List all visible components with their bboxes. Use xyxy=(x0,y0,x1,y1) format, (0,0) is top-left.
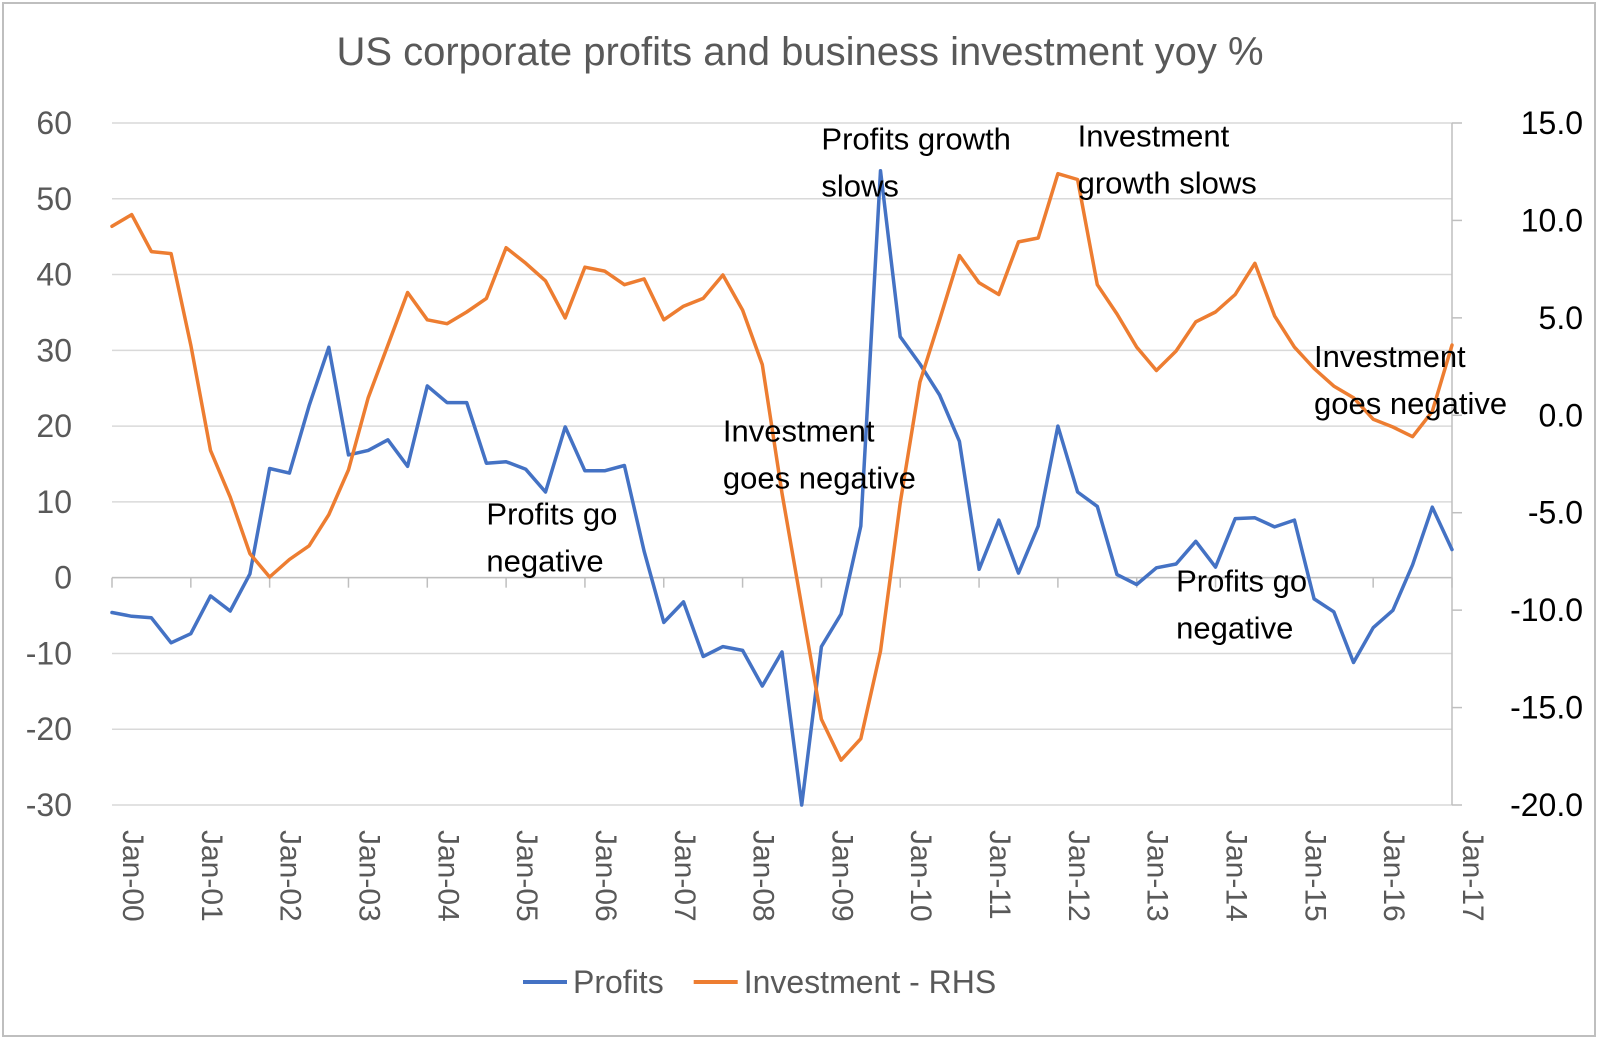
series-lines xyxy=(110,168,1454,807)
x-tick-label: Jan-11 xyxy=(983,830,1016,920)
annotation: Investment growth slows xyxy=(1078,118,1257,200)
annotation-text: Investment xyxy=(1078,118,1230,153)
x-tick-label: Jan-10 xyxy=(904,830,937,922)
gridlines xyxy=(112,122,1452,806)
left-tick-label: 0 xyxy=(54,560,72,596)
right-tick-label: -20.0 xyxy=(1510,787,1583,823)
annotations: Profits go negative Investment goes negativ… xyxy=(486,118,1507,645)
annotation: Profits go negative xyxy=(486,497,617,579)
annotation-text: Profits go xyxy=(1176,563,1307,598)
right-tick-label: 10.0 xyxy=(1521,202,1583,238)
x-tick-label: Jan-06 xyxy=(589,830,622,922)
left-tick-label: 40 xyxy=(36,257,72,293)
x-tick-label: Jan-14 xyxy=(1220,830,1253,922)
left-tick-label: -30 xyxy=(26,787,72,823)
right-tick-label: -5.0 xyxy=(1528,495,1583,531)
x-tick-label: Jan-05 xyxy=(510,830,543,922)
annotation: Investment goes negative xyxy=(1314,339,1507,421)
x-tick-label: Jan-15 xyxy=(1298,830,1331,922)
right-tick-label: 5.0 xyxy=(1539,300,1583,336)
left-tick-label: 20 xyxy=(36,408,72,444)
annotation-text: goes negative xyxy=(723,460,916,495)
right-tick-label: -10.0 xyxy=(1510,592,1583,628)
x-axis-ticks: Jan-00 Jan-01 Jan-02 Jan-03 Jan-04 Jan-05 Jan-… xyxy=(116,830,1489,922)
left-tick-label: 10 xyxy=(36,484,72,520)
x-tick-label: Jan-00 xyxy=(116,830,149,922)
left-tick-label: -20 xyxy=(26,711,72,747)
left-axis-ticks: 60 50 40 30 20 10 0 -10 -20 -30 xyxy=(26,105,72,823)
annotation-text: negative xyxy=(1176,610,1293,645)
right-tick-label: 15.0 xyxy=(1521,105,1583,141)
left-tick-label: 50 xyxy=(36,181,72,217)
annotation-text: growth slows xyxy=(1078,165,1257,200)
legend: Profits Investment - RHS xyxy=(523,964,996,1000)
right-tick-label: 0.0 xyxy=(1539,397,1583,433)
investment-series-line xyxy=(110,171,1454,762)
annotation: Profits growth slows xyxy=(821,122,1011,204)
left-tick-label: -10 xyxy=(26,635,72,671)
annotation-text: Profits go xyxy=(486,497,617,532)
x-tick-label: Jan-13 xyxy=(1141,830,1174,922)
annotation: Profits go negative xyxy=(1176,563,1307,645)
x-tick-label: Jan-01 xyxy=(195,830,228,922)
legend-label: Profits xyxy=(573,964,664,1000)
axes xyxy=(111,122,1462,806)
annotation: Investment goes negative xyxy=(723,413,916,495)
profits-series-line xyxy=(110,168,1454,807)
annotation-text: Investment xyxy=(1314,339,1466,374)
annotation-text: goes negative xyxy=(1314,386,1507,421)
x-tick-label: Jan-04 xyxy=(431,830,464,922)
x-tick-label: Jan-17 xyxy=(1456,830,1489,922)
right-tick-label: -15.0 xyxy=(1510,690,1583,726)
left-tick-label: 60 xyxy=(36,105,72,141)
x-tick-label: Jan-08 xyxy=(747,830,780,922)
x-tick-label: Jan-16 xyxy=(1377,830,1410,922)
annotation-text: negative xyxy=(486,544,603,579)
legend-label: Investment - RHS xyxy=(744,964,997,1000)
annotation-text: Investment xyxy=(723,413,875,448)
x-tick-label: Jan-03 xyxy=(352,830,385,922)
x-tick-label: Jan-07 xyxy=(668,830,701,922)
right-axis-ticks: 15.0 10.0 5.0 0.0 -5.0 -10.0 -15.0 -20.0 xyxy=(1510,105,1583,823)
x-tick-label: Jan-09 xyxy=(825,830,858,922)
x-tick-label: Jan-02 xyxy=(274,830,307,922)
chart-title: US corporate profits and business invest… xyxy=(336,30,1263,74)
annotation-text: Profits growth xyxy=(821,122,1011,157)
x-tick-label: Jan-12 xyxy=(1062,830,1095,922)
left-tick-label: 30 xyxy=(36,332,72,368)
annotation-text: slows xyxy=(821,169,899,204)
